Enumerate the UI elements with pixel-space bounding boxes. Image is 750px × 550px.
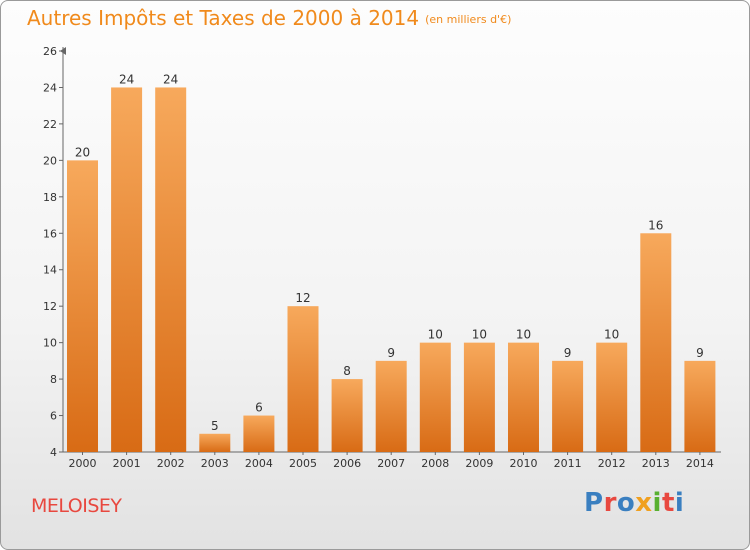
bar-value-label: 6 bbox=[255, 401, 263, 415]
y-tick-label: 18 bbox=[43, 191, 57, 204]
y-tick-label: 22 bbox=[43, 118, 57, 131]
x-tick-label: 2010 bbox=[510, 457, 538, 470]
y-tick-label: 24 bbox=[43, 81, 57, 94]
bar-value-label: 10 bbox=[472, 328, 487, 342]
x-tick-label: 2009 bbox=[465, 457, 493, 470]
y-tick-label: 6 bbox=[50, 410, 57, 423]
y-tick-label: 4 bbox=[50, 446, 57, 459]
y-tick-label: 10 bbox=[43, 337, 57, 350]
bar bbox=[552, 360, 584, 452]
bar-value-label: 9 bbox=[387, 346, 395, 360]
x-tick-label: 2000 bbox=[69, 457, 97, 470]
y-tick-label: 26 bbox=[43, 45, 57, 58]
y-tick-label: 20 bbox=[43, 154, 57, 167]
chart-unit: (en milliers d'€) bbox=[425, 13, 512, 26]
bar-value-label: 5 bbox=[211, 419, 219, 433]
bar-value-label: 10 bbox=[516, 328, 531, 342]
bar-value-label: 9 bbox=[696, 346, 704, 360]
bar bbox=[243, 415, 275, 452]
x-tick-label: 2006 bbox=[333, 457, 361, 470]
bar bbox=[419, 342, 451, 452]
logo-letter: P bbox=[584, 488, 604, 518]
bar-value-label: 8 bbox=[343, 364, 351, 378]
bar bbox=[331, 379, 363, 452]
chart-title-text: Autres Impôts et Taxes de 2000 à 2014 bbox=[27, 6, 420, 30]
bar bbox=[596, 342, 628, 452]
axes: 4 6 8 10 12 14 16 18 20 22 24 26 2000 2001 2002 2003 200… bbox=[43, 45, 721, 470]
x-tick-label: 2011 bbox=[554, 457, 582, 470]
bar bbox=[155, 87, 187, 453]
y-tick-label: 12 bbox=[43, 300, 57, 313]
place-name: MELOISEY bbox=[31, 495, 122, 517]
bar bbox=[375, 360, 407, 452]
y-tick-label: 14 bbox=[43, 264, 57, 277]
logo-letter: o bbox=[616, 488, 636, 518]
x-tick-label: 2014 bbox=[686, 457, 714, 470]
x-tick-label: 2007 bbox=[377, 457, 405, 470]
bar-value-label: 9 bbox=[564, 346, 572, 360]
y-tick-label: 8 bbox=[50, 373, 57, 386]
x-tick-label: 2008 bbox=[421, 457, 449, 470]
proxiti-logo[interactable]: Proxiti bbox=[584, 488, 684, 518]
logo-letter: i bbox=[674, 488, 685, 518]
bar-value-label: 10 bbox=[428, 328, 443, 342]
bar bbox=[67, 160, 98, 452]
bar-value-label: 12 bbox=[295, 291, 310, 305]
x-tick-label: 2003 bbox=[201, 457, 229, 470]
x-tick-label: 2005 bbox=[289, 457, 317, 470]
x-tick-label: 2002 bbox=[157, 457, 185, 470]
bar bbox=[508, 342, 539, 452]
bar bbox=[463, 342, 495, 452]
y-tick-label: 16 bbox=[43, 227, 57, 240]
logo-letter: i bbox=[652, 488, 662, 518]
logo-letter: x bbox=[635, 488, 653, 518]
x-tick-label: 2004 bbox=[245, 457, 273, 470]
bar bbox=[287, 306, 319, 452]
logo-letter: t bbox=[661, 488, 675, 518]
logo-letter: r bbox=[603, 488, 617, 518]
bars: 20 24 24 5 6 12 8 9 10 10 10 9 10 16 9 bbox=[67, 72, 716, 453]
bar bbox=[640, 233, 672, 452]
x-tick-label: 2001 bbox=[113, 457, 141, 470]
x-tick-label: 2013 bbox=[642, 457, 670, 470]
bar-value-label: 24 bbox=[163, 72, 178, 86]
bar-value-label: 20 bbox=[75, 145, 90, 159]
bar bbox=[199, 433, 231, 452]
bar bbox=[684, 360, 716, 452]
x-tick-label: 2012 bbox=[598, 457, 626, 470]
bar bbox=[111, 87, 143, 453]
chart-title: Autres Impôts et Taxes de 2000 à 2014 (en… bbox=[27, 6, 511, 30]
bar-value-label: 24 bbox=[119, 72, 134, 86]
bar-value-label: 10 bbox=[604, 328, 619, 342]
bar-value-label: 16 bbox=[648, 218, 663, 232]
